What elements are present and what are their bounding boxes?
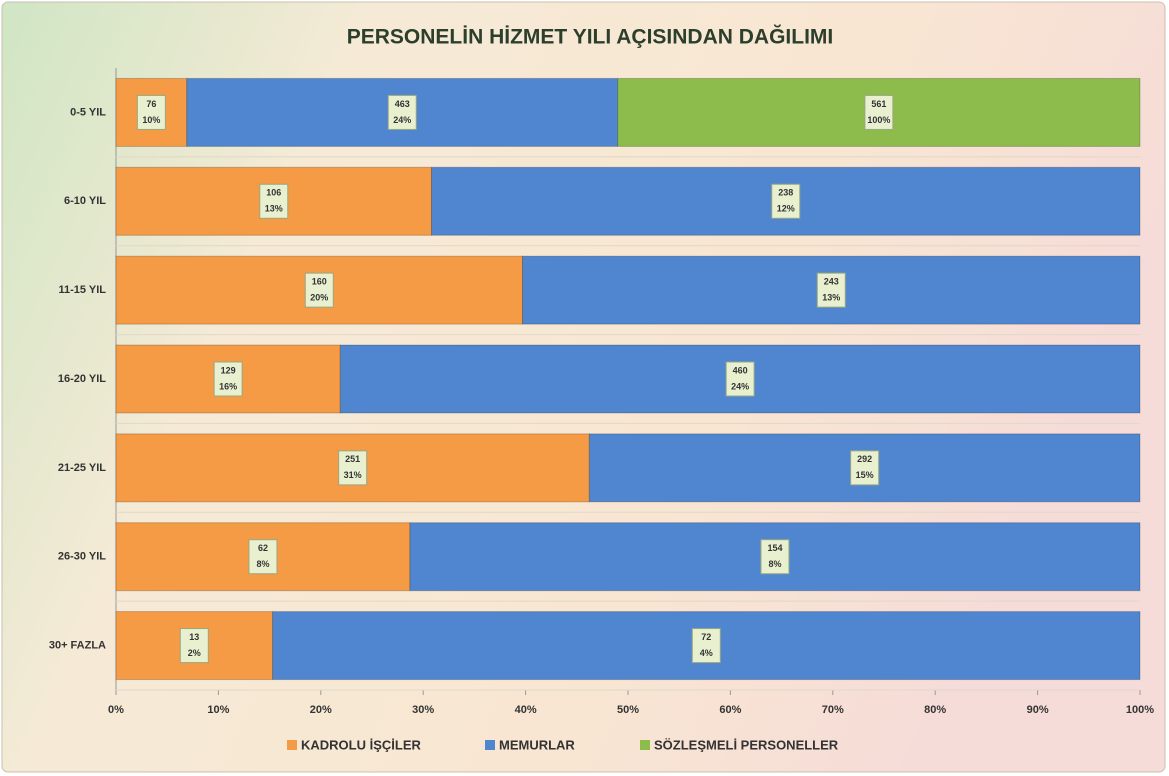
data-label-box xyxy=(725,361,755,397)
data-label-box xyxy=(771,183,801,219)
data-label-box xyxy=(864,94,894,130)
data-label-box xyxy=(816,272,846,308)
data-label: 160 xyxy=(312,277,327,287)
data-label: 243 xyxy=(824,277,839,287)
data-label-box xyxy=(760,539,790,575)
percent-label: 2% xyxy=(188,648,201,658)
data-label: 72 xyxy=(701,632,711,642)
data-label-box xyxy=(850,450,880,486)
data-label: 154 xyxy=(767,543,782,553)
y-tick-label: 21-25 YIL xyxy=(58,462,106,474)
data-label: 460 xyxy=(733,365,748,375)
legend-swatch xyxy=(287,740,297,750)
percent-label: 31% xyxy=(344,470,362,480)
data-label-box xyxy=(248,539,278,575)
data-label-box xyxy=(179,628,209,664)
percent-label: 15% xyxy=(856,470,874,480)
legend-swatch xyxy=(640,740,650,750)
percent-label: 4% xyxy=(700,648,713,658)
percent-label: 24% xyxy=(393,115,411,125)
x-tick-label: 60% xyxy=(719,704,741,716)
y-tick-label: 11-15 YIL xyxy=(59,284,107,296)
legend-label: SÖZLEŞMELİ PERSONELLER xyxy=(654,737,839,752)
data-label-box xyxy=(259,183,289,219)
x-tick-label: 40% xyxy=(515,704,537,716)
percent-label: 24% xyxy=(731,381,749,391)
data-label-box xyxy=(304,272,334,308)
x-tick-label: 30% xyxy=(412,704,434,716)
percent-label: 13% xyxy=(822,293,840,303)
y-tick-label: 16-20 YIL xyxy=(58,373,106,385)
x-tick-label: 50% xyxy=(617,704,639,716)
percent-label: 10% xyxy=(142,115,160,125)
data-label: 561 xyxy=(871,99,886,109)
data-label-box xyxy=(213,361,243,397)
percent-label: 12% xyxy=(777,204,795,214)
data-label: 129 xyxy=(221,365,236,375)
data-label: 238 xyxy=(778,188,793,198)
y-tick-label: 30+ FAZLA xyxy=(49,639,106,651)
data-label-box xyxy=(691,628,721,664)
data-label: 463 xyxy=(395,99,410,109)
x-tick-label: 0% xyxy=(108,704,124,716)
data-label: 251 xyxy=(345,454,360,464)
x-tick-label: 70% xyxy=(822,704,844,716)
data-label: 76 xyxy=(146,99,156,109)
percent-label: 100% xyxy=(867,115,890,125)
x-tick-label: 10% xyxy=(207,704,229,716)
data-label-box xyxy=(338,450,368,486)
data-label: 292 xyxy=(857,454,872,464)
data-label: 62 xyxy=(258,543,268,553)
y-tick-label: 6-10 YIL xyxy=(64,195,106,207)
percent-label: 20% xyxy=(310,293,328,303)
y-tick-label: 0-5 YIL xyxy=(70,106,106,118)
legend-label: MEMURLAR xyxy=(499,737,575,752)
y-tick-label: 26-30 YIL xyxy=(58,551,106,563)
data-label: 13 xyxy=(189,632,199,642)
x-tick-label: 90% xyxy=(1027,704,1049,716)
percent-label: 8% xyxy=(768,559,781,569)
data-label: 106 xyxy=(266,188,281,198)
data-label-box xyxy=(136,94,166,130)
percent-label: 13% xyxy=(265,204,283,214)
legend-label: KADROLU İŞÇİLER xyxy=(301,737,422,752)
percent-label: 16% xyxy=(219,381,237,391)
percent-label: 8% xyxy=(256,559,269,569)
chart-title: PERSONELİN HİZMET YILI AÇISINDAN DAĞILIM… xyxy=(347,25,834,49)
x-tick-label: 20% xyxy=(310,704,332,716)
x-tick-label: 80% xyxy=(924,704,946,716)
legend-swatch xyxy=(485,740,495,750)
x-tick-label: 100% xyxy=(1126,704,1154,716)
data-label-box xyxy=(387,94,417,130)
